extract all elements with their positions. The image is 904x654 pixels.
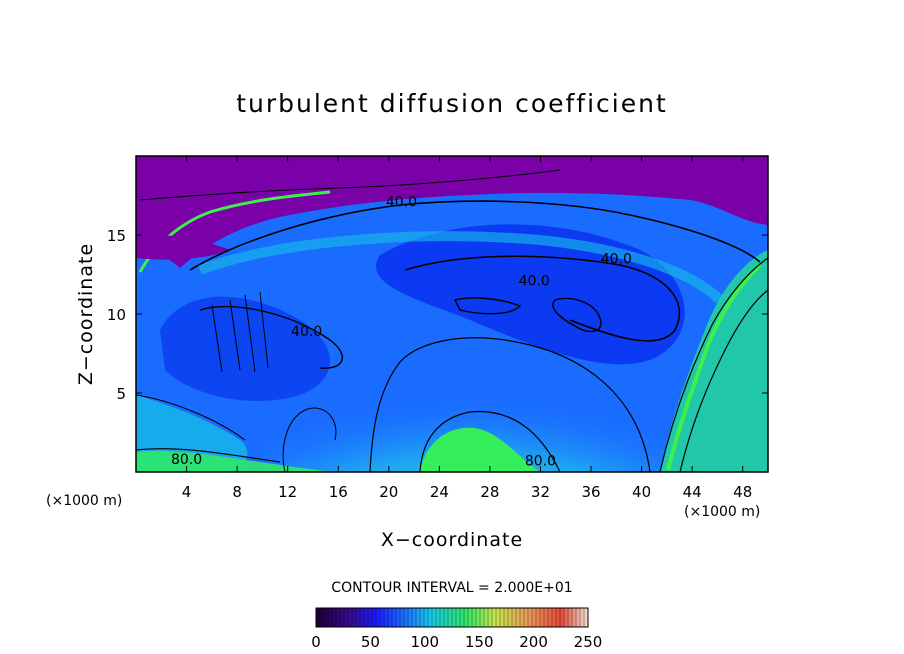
contour-line [369, 337, 651, 472]
colorbar-tick-label: 0 [311, 633, 321, 651]
x-tick-label: 28 [480, 483, 499, 501]
contour-line [211, 291, 269, 373]
colorbar-tick-label: 100 [410, 633, 439, 651]
y-tick-label: 10 [107, 306, 126, 324]
contour-label: 40.0 [291, 324, 322, 340]
x-tick-label: 36 [581, 483, 600, 501]
contour-line [136, 394, 246, 441]
x-unit-label: (×1000 m) [684, 504, 760, 520]
field-right-green [666, 263, 762, 471]
x-tick-label: 12 [278, 483, 297, 501]
contour-line [419, 410, 561, 472]
contour-label: 80.0 [525, 454, 556, 470]
contour-line [404, 255, 681, 342]
contour-line [679, 289, 768, 472]
x-tick-label: 32 [531, 483, 550, 501]
colorbar: 0 50 100 150 200 250 [311, 607, 602, 651]
contour-line [199, 305, 343, 369]
chart-title: turbulent diffusion coefficient [236, 89, 668, 118]
contour-label: 40.0 [386, 195, 417, 211]
field-right-plume [660, 250, 768, 472]
contour-label: 40.0 [601, 251, 632, 267]
contour-label: 80.0 [171, 452, 202, 468]
contour-label: 40.0 [519, 274, 550, 290]
z-unit-label: (×1000 m) [46, 493, 122, 509]
contour-line [136, 448, 281, 463]
colorbar-tick-label: 200 [519, 633, 548, 651]
x-tick-label: 48 [733, 483, 752, 501]
colorbar-ticks: 0 50 100 150 200 250 [311, 633, 602, 651]
field-cyan-band [198, 231, 724, 304]
colorbar-frame [315, 607, 589, 628]
contour-line [139, 169, 561, 201]
contour-interval: CONTOUR INTERVAL = 2.000E+01 [331, 580, 572, 596]
contour-line [552, 297, 602, 333]
x-tick-label: 16 [329, 483, 348, 501]
field-left-purple [136, 234, 230, 260]
colorbar-tick-label: 150 [465, 633, 494, 651]
x-tick-label: 4 [182, 483, 192, 501]
colorbar-tick-label: 50 [361, 633, 380, 651]
plot-area [136, 156, 768, 472]
contour-line [282, 407, 337, 472]
x-axis-label: X−coordinate [381, 529, 523, 551]
y-tick-label: 5 [116, 385, 126, 403]
contour-line [189, 200, 761, 271]
y-axis-label: Z−coordinate [75, 243, 97, 385]
x-tick-label: 44 [683, 483, 702, 501]
x-tick-label: 20 [379, 483, 398, 501]
contour-line [659, 257, 768, 472]
colorbar-stripes [315, 608, 589, 627]
y-tick-label: 15 [107, 227, 126, 245]
x-tick-label: 40 [632, 483, 651, 501]
field-left-vortex [160, 296, 330, 401]
x-tick-label: 8 [232, 483, 242, 501]
colorbar-tick-label: 250 [574, 633, 603, 651]
field-top-layer [136, 156, 768, 268]
x-tick-label: 24 [430, 483, 449, 501]
contour-labels: 40.0 40.0 40.0 40.0 80.0 80.0 [171, 195, 632, 470]
contour-line [453, 297, 522, 315]
field-green-core [420, 427, 540, 472]
